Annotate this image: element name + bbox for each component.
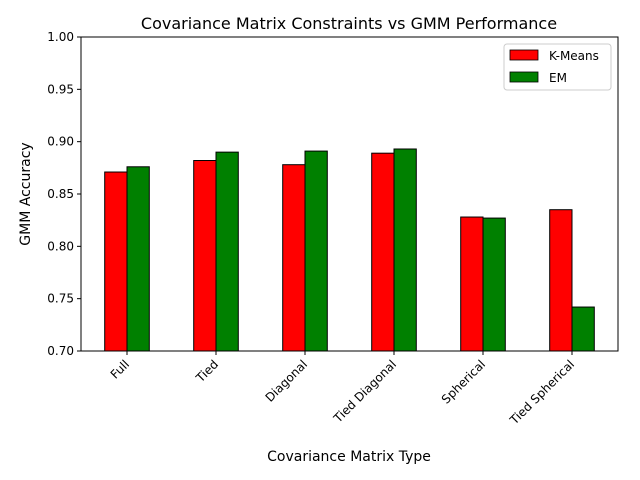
bar-k-means-spherical <box>460 216 484 352</box>
y-axis: 0.70 0.75 0.80 0.85 0.90 0.95 1.00 <box>47 30 81 358</box>
x-axis-label: Covariance Matrix Type <box>267 449 431 465</box>
bar-em-tied <box>215 151 239 352</box>
y-tick-label: 0.75 <box>47 292 74 306</box>
y-tick-label: 0.70 <box>47 344 74 358</box>
y-tick-label: 0.85 <box>47 187 74 201</box>
x-tick-label: Tied Spherical <box>506 357 577 428</box>
chart-title: Covariance Matrix Constraints vs GMM Per… <box>141 14 557 33</box>
legend-swatch-kmeans <box>509 49 539 61</box>
bar-em-tied-spherical <box>571 306 595 352</box>
bar-k-means-full <box>104 171 128 352</box>
y-tick-label: 1.00 <box>47 30 74 44</box>
legend-swatch-em <box>509 71 539 83</box>
bar-em-full <box>126 166 150 352</box>
x-tick-label: Full <box>108 357 132 381</box>
bar-k-means-tied <box>193 160 217 352</box>
x-tick-label: Tied <box>193 357 221 385</box>
bars-layer <box>104 148 595 352</box>
bar-em-spherical <box>482 217 506 352</box>
y-axis-label: GMM Accuracy <box>18 142 34 245</box>
bar-k-means-tied-spherical <box>549 209 573 352</box>
legend-label-kmeans: K-Means <box>549 49 599 63</box>
y-tick-label: 0.80 <box>47 239 74 253</box>
bar-em-diagonal <box>304 150 328 352</box>
legend: K-Means EM <box>503 43 612 91</box>
legend-label-em: EM <box>549 71 567 85</box>
y-tick-label: 0.90 <box>47 135 74 149</box>
y-tick-label: 0.95 <box>47 82 74 96</box>
bar-k-means-tied-diagonal <box>371 152 395 352</box>
x-axis: Full Tied Diagonal Tied Diagonal Spherical Ti… <box>108 351 577 428</box>
bar-em-tied-diagonal <box>393 148 417 352</box>
x-tick-label: Tied Diagonal <box>330 357 399 426</box>
x-tick-label: Spherical <box>439 357 488 406</box>
x-tick-label: Diagonal <box>263 357 311 405</box>
bar-k-means-diagonal <box>282 164 306 352</box>
